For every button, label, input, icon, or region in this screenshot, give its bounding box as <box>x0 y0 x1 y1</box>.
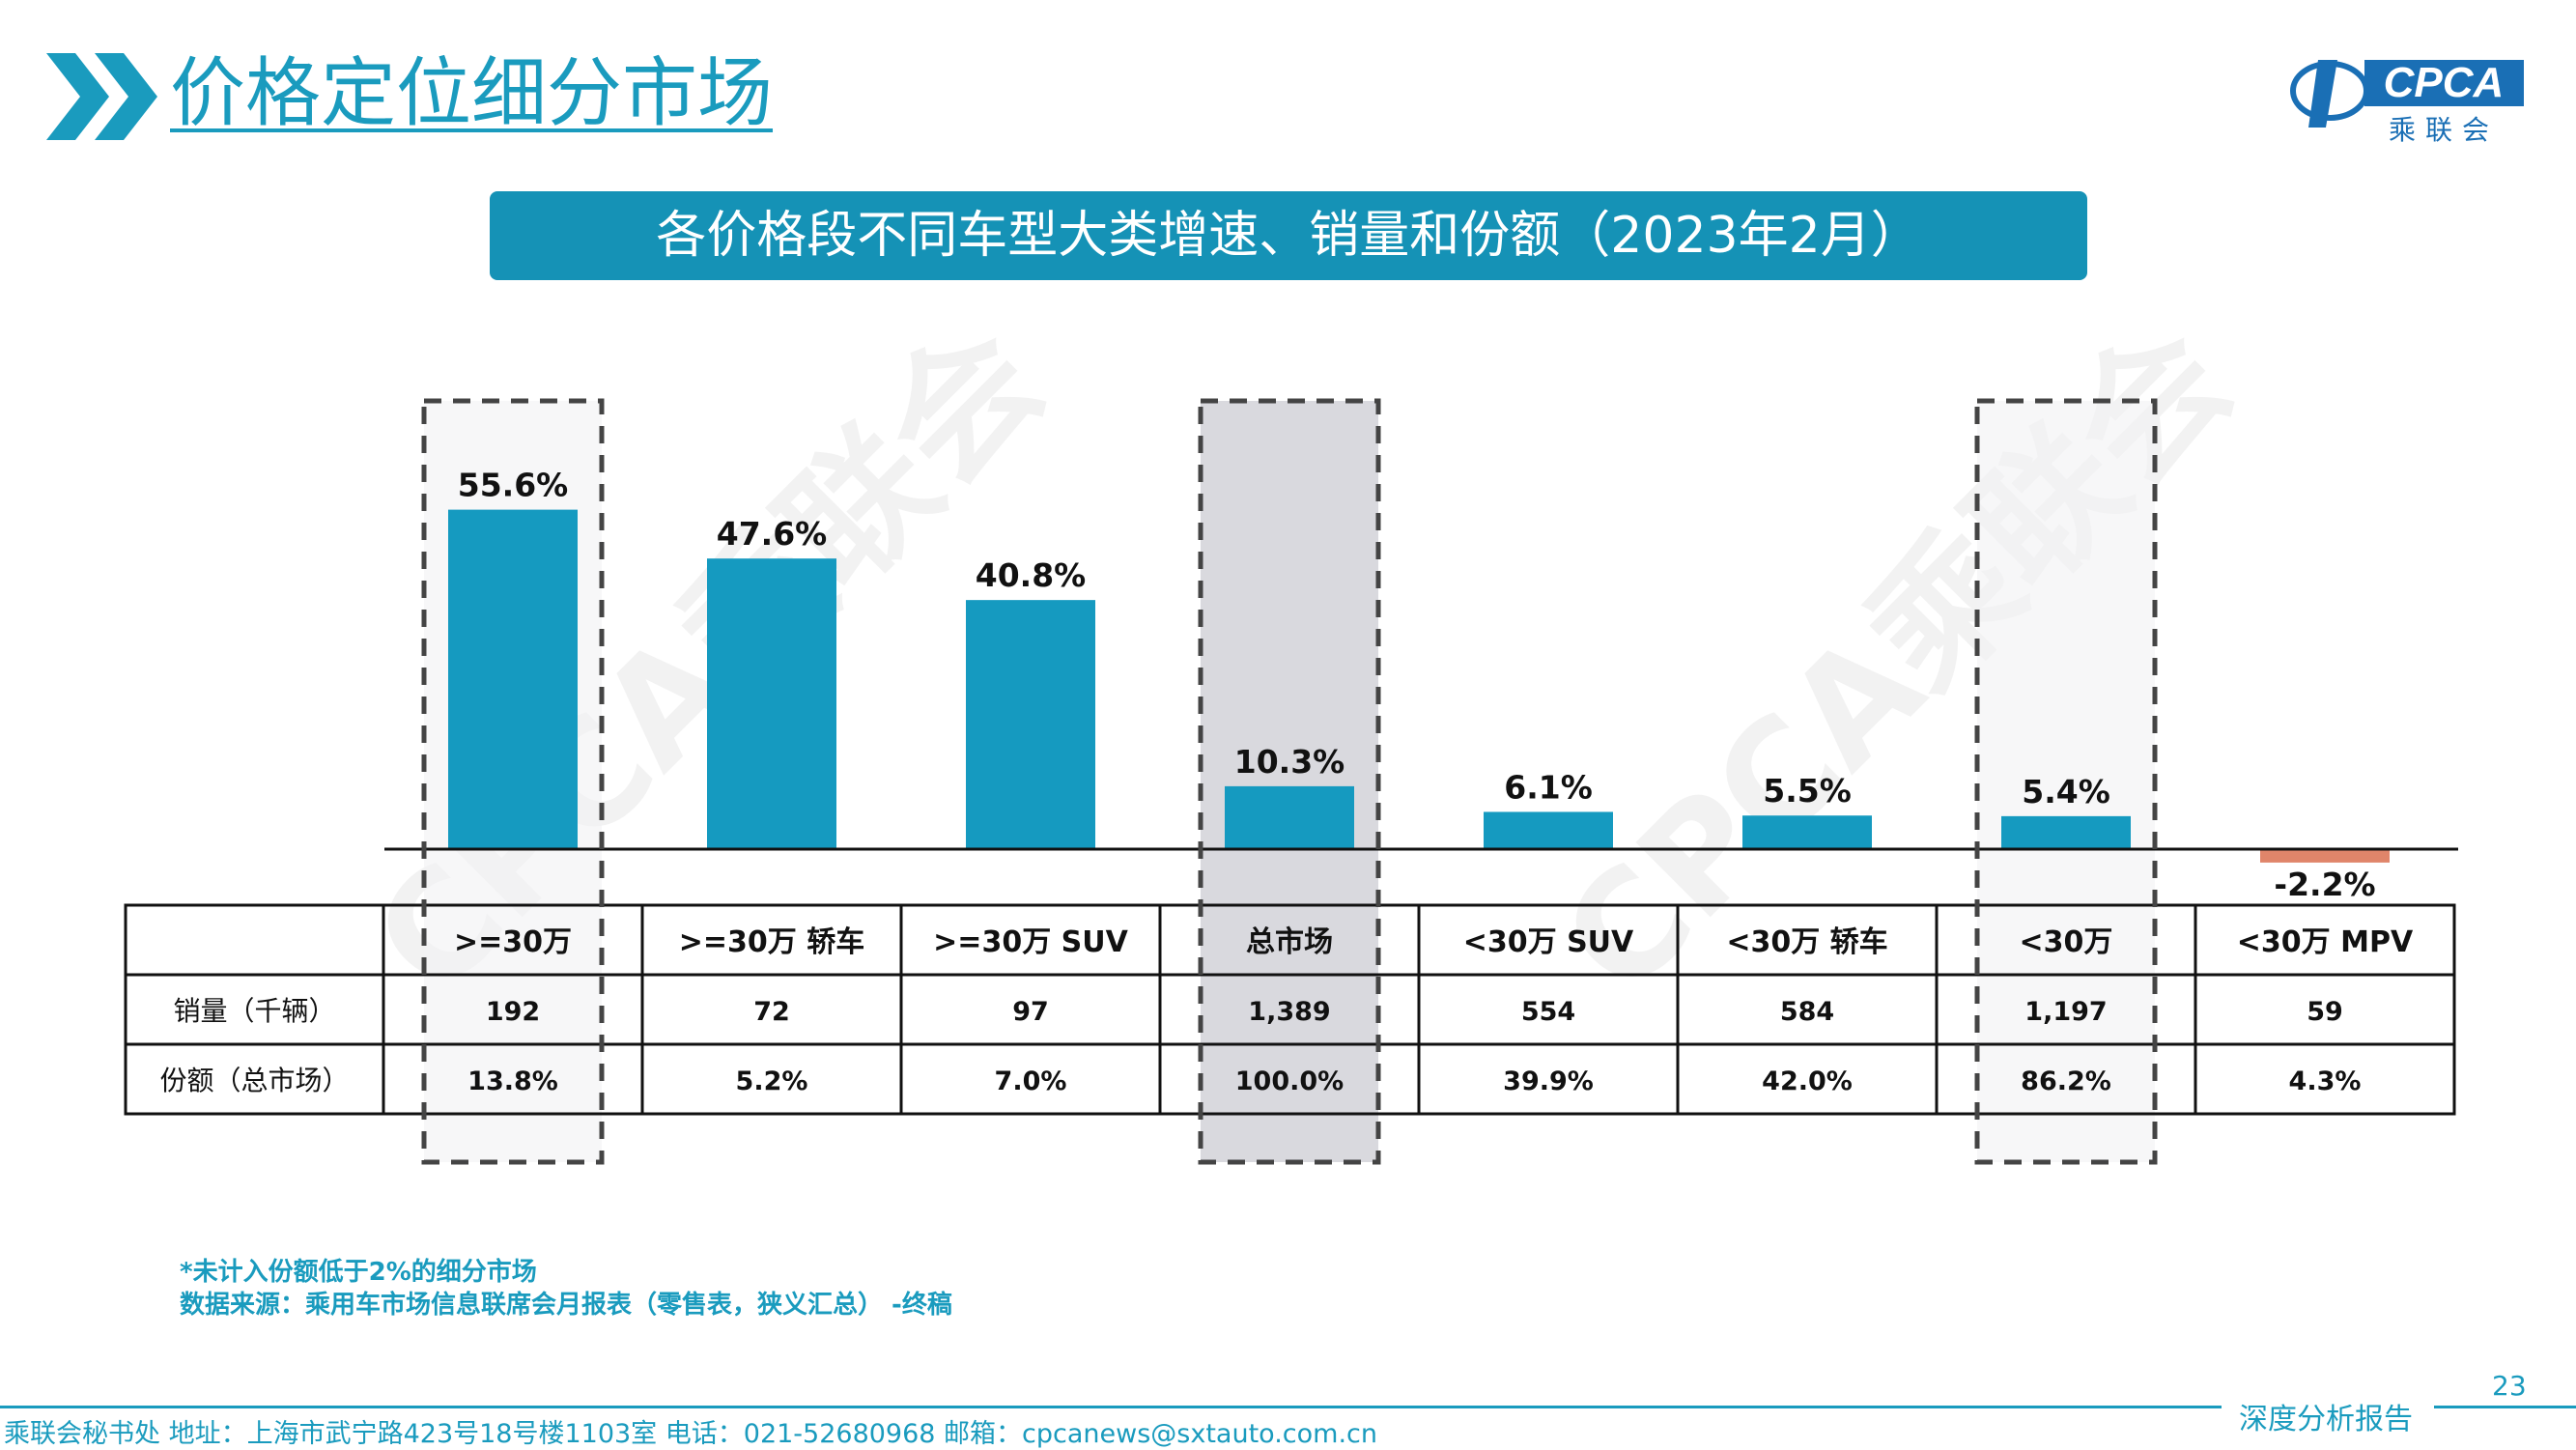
table-cell: 13.8% <box>467 1066 558 1096</box>
table-cell: 554 <box>1521 997 1575 1027</box>
table-cell: 97 <box>1012 997 1049 1027</box>
footer-divider <box>0 1406 2222 1408</box>
table-cell: 192 <box>486 997 540 1027</box>
bar-7 <box>2260 849 2390 863</box>
svg-text:CPCA: CPCA <box>2384 59 2505 106</box>
category-header: >=30万 轿车 <box>679 925 864 959</box>
category-header: >=30万 SUV <box>933 925 1128 959</box>
bar-value-label: 5.5% <box>1763 772 1852 810</box>
category-header: <30万 SUV <box>1463 925 1634 959</box>
table-cell: 100.0% <box>1235 1066 1344 1096</box>
dashed-boxes-layer <box>421 398 2158 1165</box>
category-header: <30万 <box>2020 925 2113 959</box>
category-header: >=30万 <box>454 925 572 959</box>
table-cell: 1,197 <box>2024 997 2107 1027</box>
table-cell: 4.3% <box>2289 1066 2362 1096</box>
bar-2 <box>966 600 1095 849</box>
dashed-highlight-box <box>421 398 605 1165</box>
table-cell: 42.0% <box>1762 1066 1853 1096</box>
table-cell: 5.2% <box>736 1066 808 1096</box>
bar-value-label: 10.3% <box>1234 743 1345 781</box>
category-header: <30万 轿车 <box>1726 925 1887 959</box>
cpca-logo: CPCA 乘联会 <box>2290 59 2524 146</box>
category-header: <30万 MPV <box>2237 925 2414 959</box>
footnote-excluded: *未计入份额低于2%的细分市场 <box>180 1258 537 1287</box>
chart-title-banner: 各价格段不同车型大类增速、销量和份额（2023年2月） <box>490 191 2087 280</box>
bar-value-label: 5.4% <box>2022 773 2110 810</box>
bar-3 <box>1225 785 1354 849</box>
bar-1 <box>707 558 836 849</box>
table-cell: 7.0% <box>995 1066 1067 1096</box>
page-number: 23 <box>2492 1370 2527 1402</box>
table-cell: 584 <box>1780 997 1834 1027</box>
table-cell: 72 <box>753 997 790 1027</box>
bar-value-label: 40.8% <box>976 556 1087 594</box>
dashed-highlight-box <box>1198 398 1381 1165</box>
footnote-source: 数据来源：乘用车市场信息联席会月报表（零售表，狭义汇总） -终稿 <box>180 1291 952 1320</box>
bars-layer: 55.6% 47.6% 40.8% 10.3% 6.1% 5.5% 5.4% -2.2% <box>384 467 2458 903</box>
bar-5 <box>1742 815 1872 849</box>
dashed-highlight-box <box>1974 398 2158 1165</box>
bar-value-label: 55.6% <box>458 467 569 504</box>
bar-6 <box>2001 815 2131 849</box>
bar-4 <box>1484 811 1613 849</box>
highlight-bg-total <box>1201 401 1378 1162</box>
table-cell: 39.9% <box>1503 1066 1594 1096</box>
table-cell: 59 <box>2307 997 2343 1027</box>
chevron-arrows-icon <box>46 53 157 140</box>
highlight-bg-2 <box>1977 401 2155 1162</box>
svg-text:乘联会: 乘联会 <box>2389 114 2499 146</box>
section-title: 价格定位细分市场 <box>170 50 774 137</box>
bar-0 <box>448 509 578 849</box>
bar-value-label: 47.6% <box>717 515 828 553</box>
footer-contact: 乘联会秘书处 地址：上海市武宁路423号18号楼1103室 电话：021-526… <box>4 1419 1378 1449</box>
bar-value-label: -2.2% <box>2274 866 2375 903</box>
category-header: 总市场 <box>1246 925 1333 959</box>
report-label: 深度分析报告 <box>2239 1403 2413 1436</box>
bar-value-label: 6.1% <box>1504 768 1593 806</box>
row-label: 销量（千辆） <box>173 995 335 1027</box>
footer-divider-right <box>2434 1406 2576 1408</box>
table-cell: 1,389 <box>1248 997 1330 1027</box>
table-cell: 86.2% <box>2021 1066 2111 1096</box>
data-table: >=30万 >=30万 轿车 >=30万 SUV 总市场 <30万 SUV <30万 轿车… <box>124 903 2456 1116</box>
row-label: 份额（总市场） <box>159 1065 349 1096</box>
